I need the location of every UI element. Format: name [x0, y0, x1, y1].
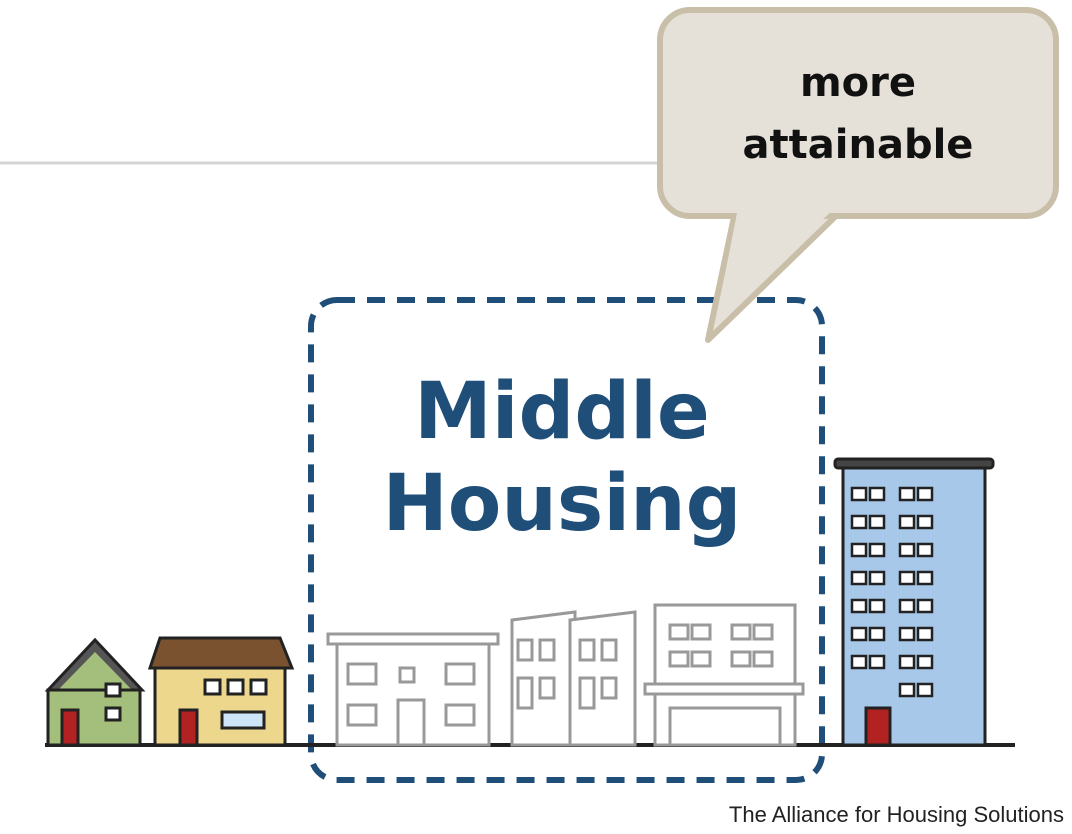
window [870, 572, 884, 584]
heading-line: Middle [414, 367, 710, 457]
window [918, 572, 932, 584]
window [870, 544, 884, 556]
window [900, 628, 914, 640]
window [852, 628, 866, 640]
green-house [48, 640, 142, 745]
window [918, 684, 932, 696]
window [870, 488, 884, 500]
page: {"callout": {"lines": ["more", "attainab… [0, 0, 1072, 834]
window [918, 600, 932, 612]
window [918, 628, 932, 640]
window [918, 544, 932, 556]
window [852, 488, 866, 500]
window [852, 600, 866, 612]
heading-line: Housing [383, 459, 742, 549]
window [900, 656, 914, 668]
window [918, 516, 932, 528]
window [900, 516, 914, 528]
window [852, 572, 866, 584]
window [870, 600, 884, 612]
window [900, 488, 914, 500]
window [852, 656, 866, 668]
credit: The Alliance for Housing Solutions [729, 802, 1064, 827]
middle-buildings [328, 605, 803, 745]
window [870, 516, 884, 528]
window [852, 516, 866, 528]
window [918, 656, 932, 668]
callout-line: attainable [743, 122, 974, 168]
window [900, 600, 914, 612]
window [900, 544, 914, 556]
window [918, 488, 932, 500]
window [900, 684, 914, 696]
window [870, 628, 884, 640]
window [870, 656, 884, 668]
callout-line: more [800, 60, 916, 106]
illustration: more attainable Middle Housing The Allia… [0, 0, 1072, 834]
apartment-tower [835, 459, 993, 745]
window [900, 572, 914, 584]
yellow-house [150, 638, 292, 745]
window [852, 544, 866, 556]
